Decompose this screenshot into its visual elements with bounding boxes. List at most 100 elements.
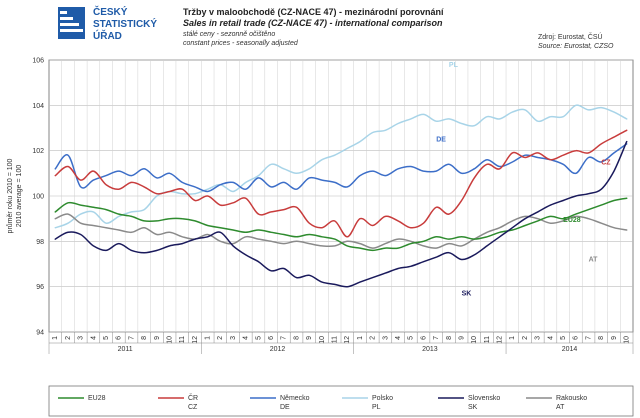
legend-label: Slovensko — [468, 395, 500, 402]
logo-line-1: ČESKÝ — [93, 5, 128, 18]
month-label: 6 — [420, 336, 427, 340]
month-label: 5 — [560, 336, 567, 340]
legend-label: Polsko — [372, 395, 393, 402]
month-label: 1 — [509, 336, 516, 340]
legend-label: PL — [372, 404, 381, 411]
series-line-pl — [54, 104, 628, 229]
source-en: Source: Eurostat, CZSO — [538, 43, 614, 50]
legend: EU28 ČR CZ Německo DE Polsko PL Slovensko SK Rako… — [58, 393, 587, 411]
month-label: 4 — [547, 336, 554, 340]
series-lines — [54, 104, 628, 288]
czso-logo: ČESKÝ STATISTICKÝ ÚŘAD — [58, 5, 157, 42]
legend-item-at: Rakousko AT — [526, 395, 587, 411]
year-label: 2012 — [270, 346, 286, 353]
month-label: 3 — [382, 336, 389, 340]
month-label: 11 — [484, 336, 491, 343]
month-label: 5 — [103, 336, 110, 340]
month-label: 10 — [166, 336, 173, 344]
series-label-sk: SK — [462, 291, 472, 298]
month-label: 12 — [497, 336, 504, 344]
month-label: 7 — [433, 336, 440, 340]
series-label-de: DE — [436, 137, 446, 144]
month-label: 1 — [52, 336, 59, 340]
subtitle-en: constant prices - seasonally adjusted — [183, 40, 299, 47]
month-label: 12 — [192, 336, 199, 344]
y-tick-label: 96 — [36, 284, 44, 291]
y-tick-label: 94 — [36, 330, 44, 337]
month-label: 3 — [78, 336, 85, 340]
month-label: 9 — [458, 336, 465, 340]
y-axis: 94 96 98 100 102 104 106 — [32, 58, 44, 337]
logo-line-2: STATISTICKÝ — [93, 17, 157, 30]
year-label: 2011 — [118, 346, 133, 353]
month-label: 9 — [154, 336, 161, 340]
month-label: 8 — [293, 336, 300, 340]
month-label: 9 — [306, 336, 313, 340]
x-axis: 1 2 3 4 5 6 7 8 9 10 11 12 1 2 3 4 5 6 7 8 9 10 11 12 1 2 3 4 5 6 7 8 9 1… — [48, 332, 634, 354]
legend-label: Rakousko — [556, 395, 587, 402]
logo-line-3: ÚŘAD — [93, 29, 122, 42]
series-label-cz: CZ — [601, 159, 611, 166]
legend-label: DE — [280, 404, 290, 411]
month-label: 6 — [116, 336, 123, 340]
month-label: 2 — [65, 336, 72, 340]
legend-label: EU28 — [88, 395, 106, 402]
month-label: 8 — [446, 336, 453, 340]
series-label-eu28: EU28 — [563, 217, 581, 224]
legend-item-pl: Polsko PL — [342, 395, 393, 411]
series-line-sk — [54, 140, 628, 288]
month-label: 5 — [408, 336, 415, 340]
month-label: 6 — [573, 336, 580, 340]
month-label: 5 — [255, 336, 262, 340]
year-label: 2014 — [562, 346, 578, 353]
legend-label: ČR — [188, 393, 198, 402]
y-axis-label-cz: průměr roku 2010 = 100 — [6, 158, 14, 233]
series-label-at: AT — [589, 257, 599, 264]
y-tick-label: 98 — [36, 239, 44, 246]
month-label: 4 — [90, 336, 97, 340]
series-line-at — [54, 213, 628, 249]
month-label: 2 — [217, 336, 224, 340]
y-tick-label: 104 — [32, 103, 44, 110]
month-label: 4 — [395, 336, 402, 340]
y-tick-label: 106 — [32, 58, 44, 65]
month-label: 8 — [141, 336, 148, 340]
month-label: 4 — [243, 336, 250, 340]
legend-label: SK — [468, 404, 478, 411]
source-cz: Zdroj: Eurostat, ČSÚ — [538, 32, 603, 41]
legend-label: AT — [556, 404, 565, 411]
month-label: 10 — [319, 336, 326, 344]
month-label: 12 — [344, 336, 351, 344]
month-label: 7 — [128, 336, 135, 340]
y-axis-label-en: 2010 average = 100 — [16, 165, 23, 228]
month-label: 3 — [535, 336, 542, 340]
month-label: 1 — [357, 336, 364, 340]
legend-item-cz: ČR CZ — [158, 393, 198, 411]
legend-item-sk: Slovensko SK — [438, 395, 500, 411]
legend-label: Německo — [280, 395, 310, 402]
month-label: 9 — [611, 336, 618, 340]
month-label: 11 — [331, 336, 338, 343]
month-label: 10 — [623, 336, 630, 344]
legend-label: CZ — [188, 404, 198, 411]
subtitle-cz: stálé ceny - sezonně očištěno — [183, 31, 275, 38]
y-tick-label: 100 — [32, 194, 44, 201]
series-labels: EU28 CZ DE PL SK AT — [436, 62, 611, 298]
grid — [49, 59, 633, 333]
month-label: 2 — [522, 336, 529, 340]
month-label: 7 — [281, 336, 288, 340]
series-line-eu28 — [54, 197, 628, 252]
series-label-pl: PL — [449, 62, 459, 69]
title-en: Sales in retail trade (CZ-NACE 47) - int… — [183, 18, 443, 28]
y-tick-label: 102 — [32, 148, 44, 155]
legend-item-de: Německo DE — [250, 395, 310, 411]
month-label: 2 — [370, 336, 377, 340]
legend-item-eu28: EU28 — [58, 395, 106, 402]
year-label: 2013 — [422, 346, 438, 353]
month-label: 6 — [268, 336, 275, 340]
month-label: 7 — [585, 336, 592, 340]
series-line-cz — [54, 129, 628, 238]
month-label: 3 — [230, 336, 237, 340]
month-label: 11 — [179, 336, 186, 343]
